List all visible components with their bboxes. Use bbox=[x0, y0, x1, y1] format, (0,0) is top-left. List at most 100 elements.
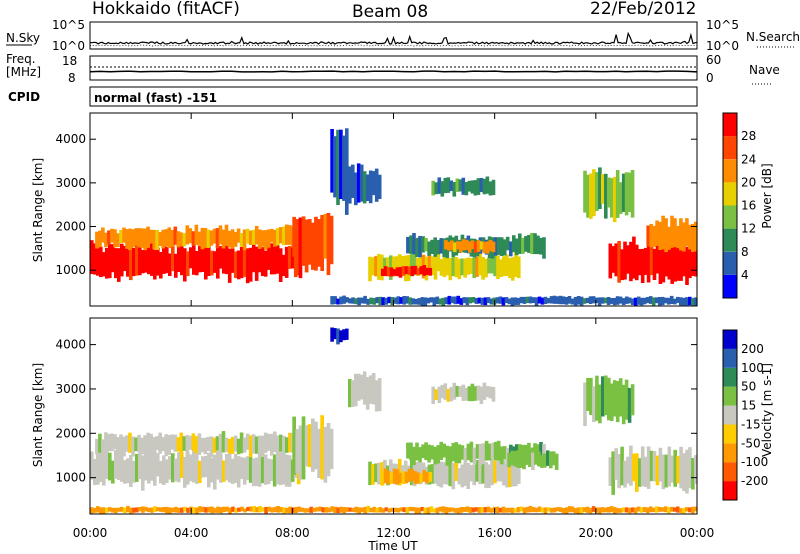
data-cell bbox=[484, 440, 489, 461]
data-cell bbox=[627, 297, 632, 304]
data-cell bbox=[198, 460, 202, 483]
data-cell bbox=[111, 507, 115, 513]
data-cell bbox=[273, 229, 277, 247]
data-cell bbox=[156, 247, 160, 276]
data-cell bbox=[383, 468, 388, 483]
data-cell bbox=[164, 434, 168, 457]
data-cell bbox=[446, 177, 451, 193]
data-cell bbox=[248, 230, 253, 245]
data-cell bbox=[360, 507, 364, 513]
data-cell bbox=[458, 179, 463, 192]
data-cell bbox=[213, 508, 217, 513]
data-cell bbox=[219, 507, 223, 514]
data-cell bbox=[96, 506, 100, 513]
colorbar-tick-label: 15 bbox=[741, 399, 756, 413]
data-cell bbox=[179, 432, 184, 453]
data-cell bbox=[611, 246, 615, 273]
data-cell bbox=[150, 448, 154, 481]
data-region bbox=[444, 239, 496, 254]
data-cell bbox=[614, 243, 618, 277]
data-cell bbox=[457, 468, 462, 485]
data-cell bbox=[374, 463, 378, 483]
data-cell bbox=[292, 216, 296, 257]
data-cell bbox=[591, 296, 596, 304]
data-cell bbox=[239, 246, 244, 279]
data-cell bbox=[453, 508, 458, 513]
data-cell bbox=[694, 297, 698, 306]
data-cell bbox=[437, 386, 442, 403]
data-cell bbox=[621, 173, 626, 212]
data-cell bbox=[614, 448, 618, 480]
data-cell bbox=[110, 228, 114, 243]
data-cell bbox=[185, 225, 190, 245]
data-cell bbox=[472, 447, 477, 465]
data-cell bbox=[245, 228, 250, 244]
power-y-axis: 1000 2000 3000 4000 bbox=[55, 132, 697, 277]
data-cell bbox=[629, 445, 633, 486]
data-cell bbox=[512, 235, 516, 253]
data-cell bbox=[236, 250, 241, 280]
data-cell bbox=[461, 177, 466, 195]
data-cell bbox=[90, 240, 94, 274]
data-cell bbox=[448, 446, 453, 463]
data-cell bbox=[561, 296, 566, 305]
data-cell bbox=[452, 382, 457, 400]
data-cell bbox=[108, 452, 112, 481]
data-cell bbox=[431, 386, 435, 404]
data-cell bbox=[487, 257, 491, 274]
data-cell bbox=[180, 241, 184, 276]
data-cell bbox=[314, 216, 318, 271]
data-cell bbox=[165, 459, 169, 483]
data-cell bbox=[621, 384, 626, 425]
data-cell bbox=[589, 377, 593, 415]
data-cell bbox=[673, 449, 677, 487]
data-cell bbox=[600, 297, 605, 304]
data-cell bbox=[601, 174, 605, 204]
data-cell bbox=[266, 244, 271, 270]
data-cell bbox=[195, 507, 199, 514]
data-cell bbox=[159, 461, 163, 484]
data-cell bbox=[594, 297, 599, 303]
data-cell bbox=[401, 266, 406, 276]
noise-strip: N.Sky 10^5 10^0 10^5 10^0 N.Search bbox=[6, 18, 800, 53]
data-cell bbox=[670, 240, 674, 284]
date-label: 22/Feb/2012 bbox=[590, 0, 696, 19]
data-cell bbox=[201, 244, 205, 272]
colorbar-tick-label: 12 bbox=[741, 222, 756, 236]
data-cell bbox=[475, 444, 480, 459]
freq-line bbox=[89, 70, 698, 73]
data-cell bbox=[484, 258, 488, 278]
data-cell bbox=[183, 456, 187, 488]
data-region bbox=[380, 468, 433, 486]
data-cell bbox=[514, 463, 518, 487]
data-cell bbox=[594, 507, 599, 513]
data-cell bbox=[549, 507, 554, 513]
data-cell bbox=[260, 247, 265, 276]
data-cell bbox=[212, 437, 217, 453]
data-cell bbox=[433, 237, 437, 257]
data-cell bbox=[132, 248, 136, 277]
data-cell bbox=[502, 239, 507, 256]
data-cell bbox=[433, 458, 438, 484]
data-cell bbox=[676, 296, 680, 303]
data-cell bbox=[195, 251, 199, 276]
data-cell bbox=[192, 507, 196, 513]
data-cell bbox=[207, 241, 211, 276]
data-cell bbox=[174, 253, 178, 278]
data-cell bbox=[564, 297, 569, 305]
data-cell bbox=[495, 506, 500, 514]
data-cell bbox=[161, 437, 165, 452]
data-cell bbox=[110, 433, 114, 452]
data-cell bbox=[282, 435, 286, 458]
data-cell bbox=[434, 182, 438, 195]
data-cell bbox=[685, 449, 689, 494]
data-cell bbox=[513, 508, 518, 513]
data-cell bbox=[165, 246, 169, 274]
data-cell bbox=[216, 449, 220, 480]
data-cell bbox=[630, 507, 635, 513]
data-cell bbox=[236, 228, 241, 243]
data-cell bbox=[430, 256, 435, 275]
data-cell bbox=[273, 431, 277, 453]
data-cell bbox=[597, 507, 602, 514]
